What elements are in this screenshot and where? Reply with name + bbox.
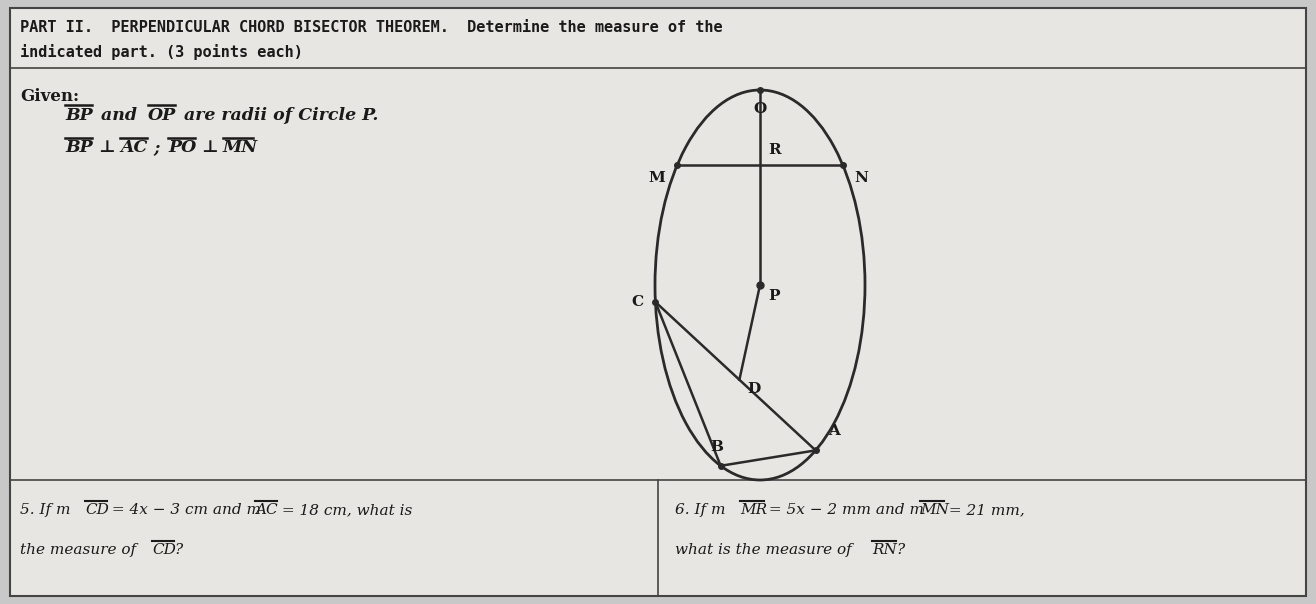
Text: = 21 mm,: = 21 mm, [944,503,1025,517]
Text: OP: OP [147,106,176,123]
Text: what is the measure of: what is the measure of [675,543,857,557]
Text: 5. If m: 5. If m [20,503,71,517]
Text: Given:: Given: [20,88,79,105]
Text: D: D [747,382,761,396]
Text: = 18 cm, what is: = 18 cm, what is [276,503,412,517]
Text: AC: AC [120,140,147,156]
Text: P: P [769,289,779,303]
Text: MN: MN [222,140,258,156]
Text: O: O [753,102,767,116]
Text: RN: RN [873,543,898,557]
Text: BP: BP [64,140,92,156]
Text: ?: ? [174,543,182,557]
Text: indicated part. (3 points each): indicated part. (3 points each) [20,44,303,60]
Text: MN: MN [920,503,949,517]
Text: = 5x − 2 mm and m: = 5x − 2 mm and m [765,503,924,517]
Text: N: N [854,171,869,185]
Text: BP: BP [64,106,92,123]
Text: C: C [632,295,644,309]
Text: A: A [828,425,840,439]
Text: the measure of: the measure of [20,543,141,557]
Text: ⊥: ⊥ [196,140,225,156]
Text: M: M [649,171,666,185]
Text: AC: AC [255,503,278,517]
Text: CD: CD [153,543,176,557]
Text: R: R [769,143,780,157]
Text: ?: ? [896,543,904,557]
Text: MR: MR [740,503,767,517]
Text: ⊥: ⊥ [93,140,121,156]
FancyBboxPatch shape [11,8,1305,596]
Text: = 4x − 3 cm and m: = 4x − 3 cm and m [107,503,261,517]
Text: are radii of Circle P.: are radii of Circle P. [178,106,379,123]
Text: PART II.  PERPENDICULAR CHORD BISECTOR THEOREM.  Determine the measure of the: PART II. PERPENDICULAR CHORD BISECTOR TH… [20,21,722,36]
Text: 6. If m: 6. If m [675,503,725,517]
Text: CD: CD [86,503,109,517]
Text: and: and [95,106,143,123]
Text: ;: ; [147,140,166,156]
Text: PO: PO [168,140,196,156]
Text: B: B [711,440,724,454]
